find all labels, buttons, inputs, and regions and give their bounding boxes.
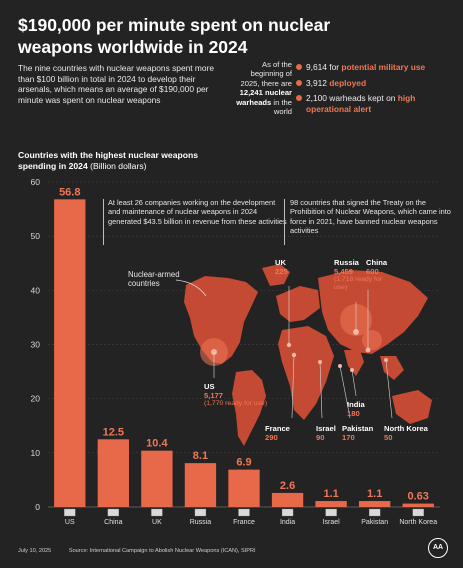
bar-us xyxy=(54,199,86,508)
bar-israel xyxy=(315,501,347,507)
as-of-prefix: As of the beginning of 2025, there are xyxy=(240,60,292,88)
note-divider xyxy=(284,199,285,245)
warheads-stats: 9,614 for potential military use 3,912 d… xyxy=(296,62,456,119)
map-label-russia: Russia 5,459 (1,718 ready for use) xyxy=(334,258,382,292)
bar-france xyxy=(228,469,260,507)
map-label-france: France 290 xyxy=(265,424,290,443)
china-glow xyxy=(362,330,382,350)
x-tick-label: Russia xyxy=(190,519,212,526)
x-tick-label: France xyxy=(233,519,255,526)
y-tick-label: 60 xyxy=(31,177,41,187)
bar-pakistan xyxy=(358,501,391,507)
flag-icon xyxy=(412,508,424,517)
bar-value-label: 0.63 xyxy=(408,491,429,503)
as-of-suffix: in the world xyxy=(273,97,292,117)
map-label-uk: UK 225 xyxy=(275,258,288,277)
x-tick-label: India xyxy=(280,519,295,526)
bar-value-label: 2.6 xyxy=(280,480,295,492)
bar-russia xyxy=(184,463,217,507)
flag-icon xyxy=(151,508,163,517)
footer-source: Source: International Campaign to Abolis… xyxy=(68,548,256,554)
map-label-india: India 180 xyxy=(347,400,365,419)
flag-icon xyxy=(369,508,381,517)
flag-icon xyxy=(325,508,337,517)
y-tick-label: 20 xyxy=(31,394,41,404)
title-line-1: $190,000 per minute spent on nuclear xyxy=(18,15,331,35)
bar-value-label: 1.1 xyxy=(367,488,382,500)
x-tick-label: Israel xyxy=(323,519,341,526)
stat-item: 9,614 for potential military use xyxy=(296,62,456,73)
map-leader-lines xyxy=(213,286,393,419)
map-north-america xyxy=(184,276,258,364)
aa-logo-icon: AA xyxy=(428,538,448,558)
map-label-china: China 600 xyxy=(366,258,388,277)
legend-nuclear-armed: Nuclear-armed countries xyxy=(128,270,180,289)
bar-uk xyxy=(141,450,173,507)
y-tick-label: 0 xyxy=(35,502,40,512)
map-australia xyxy=(392,390,432,424)
y-tick-label: 40 xyxy=(31,285,41,295)
chart-title: Countries with the highest nuclear weapo… xyxy=(18,150,199,171)
flag-icon xyxy=(107,508,119,517)
companies-note: At least 26 companies working on the dev… xyxy=(108,198,287,226)
flag-icon xyxy=(64,508,76,517)
bar-value-label: 12.5 xyxy=(103,426,124,438)
world-map xyxy=(184,264,432,446)
warheads-summary: As of the beginning of 2025, there are 1… xyxy=(236,60,292,116)
legend-arrow xyxy=(175,279,207,297)
map-africa xyxy=(278,326,334,420)
flag-icon xyxy=(281,508,294,517)
map-europe xyxy=(276,286,320,322)
y-tick-label: 30 xyxy=(31,340,41,350)
map-south-america xyxy=(232,370,266,446)
x-tick-label: Pakistan xyxy=(361,519,388,526)
y-tick-label: 10 xyxy=(31,448,41,458)
stat-item: 2,100 warheads kept on high operational … xyxy=(296,93,456,114)
warheads-total: 12,241 xyxy=(239,88,263,98)
map-india xyxy=(344,350,364,376)
bar-value-label: 1.1 xyxy=(323,488,338,500)
bullet-dot-icon xyxy=(296,79,302,86)
title-line-2: weapons worldwide in 2024 xyxy=(18,37,248,57)
map-label-north-korea: North Korea 50 xyxy=(384,424,428,443)
bar-value-label: 8.1 xyxy=(193,450,208,462)
note-divider xyxy=(103,199,104,245)
flag-icon xyxy=(238,508,250,517)
bar-value-label: 10.4 xyxy=(146,438,168,450)
map-label-israel: Israel 90 xyxy=(316,424,336,443)
x-tick-label: North Korea xyxy=(399,519,437,526)
map-label-pakistan: Pakistan 170 xyxy=(342,424,374,443)
map-greenland xyxy=(262,264,290,286)
footer: July 10, 2025 Source: International Camp… xyxy=(18,548,256,554)
intro-text: The nine countries with nuclear weapons … xyxy=(18,63,214,105)
stat-item: 3,912 deployed xyxy=(296,78,456,89)
bar-china xyxy=(97,439,130,507)
map-asia xyxy=(318,270,428,354)
x-tick-label: US xyxy=(65,519,75,526)
x-tick-label: UK xyxy=(152,519,162,526)
flag-icon xyxy=(194,508,207,517)
bar-value-label: 6.9 xyxy=(236,457,251,469)
footer-date: July 10, 2025 xyxy=(18,548,52,554)
x-tick-label: China xyxy=(104,519,122,526)
map-label-us: US 5,177 (1,770 ready for use) xyxy=(204,382,268,408)
map-southeast-asia xyxy=(380,356,404,380)
bar-india xyxy=(271,492,304,507)
page-title: $190,000 per minute spent on nuclear wea… xyxy=(18,14,438,58)
treaty-note: 98 countries that signed the Treaty on t… xyxy=(290,198,451,236)
bar-value-label: 56.8 xyxy=(59,186,80,198)
y-tick-label: 50 xyxy=(31,231,41,241)
bullet-dot-icon xyxy=(296,64,302,70)
as-of-bold: nuclear warheads xyxy=(236,88,292,107)
bar-north-korea xyxy=(402,503,434,507)
bullet-dot-icon xyxy=(296,95,302,101)
